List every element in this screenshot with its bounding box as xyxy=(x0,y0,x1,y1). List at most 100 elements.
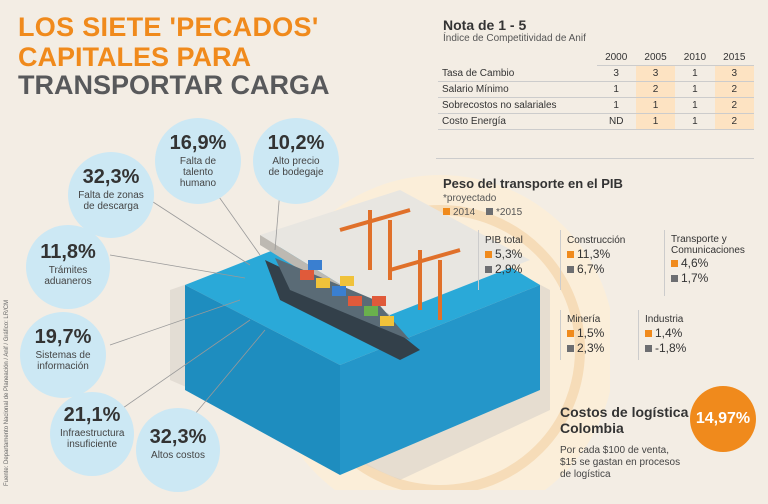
sin-bodegaje: 10,2% Alto precio de bodegaje xyxy=(253,118,339,204)
divider xyxy=(436,158,754,159)
sin-costos: 32,3% Altos costos xyxy=(136,408,220,492)
sin-bodegaje-value: 10,2% xyxy=(267,132,325,154)
pib-value-2014: 5,3% xyxy=(495,247,523,261)
nota-subtitle: Índice de Competitividad de Anif xyxy=(443,33,586,44)
nota-cell: 2 xyxy=(714,97,754,114)
legend-2014: 2014 xyxy=(453,207,476,218)
nota-cell: 2 xyxy=(714,81,754,98)
title-line-2: CAPITALES PARA xyxy=(18,42,252,72)
logistica-title: Costos de logística Colombia xyxy=(560,404,689,436)
pib-value-2014: 4,6% xyxy=(681,256,709,270)
swatch-2014 xyxy=(567,330,574,337)
pib-item-name: PIB total xyxy=(485,235,523,246)
nota-year: 2005 xyxy=(635,50,676,66)
swatch-2015 xyxy=(645,345,652,352)
sin-talento: 16,9% Falta de talento humano xyxy=(155,118,241,204)
source-note: Fuente: Departamento Nacional de Planeac… xyxy=(0,300,12,490)
nota-header-row: 2000 2005 2010 2015 xyxy=(438,50,754,66)
nota-cell: 1 xyxy=(635,97,676,114)
pib-legend: 2014 *2015 xyxy=(443,207,522,218)
nota-cell: 1 xyxy=(675,113,715,130)
swatch-2015 xyxy=(567,345,574,352)
nota-year: 2010 xyxy=(675,50,715,66)
containers xyxy=(300,260,394,326)
sin-tramites-value: 11,8% xyxy=(40,241,96,263)
divider xyxy=(664,230,665,296)
table-row: Salario Mínimo 1 2 1 2 xyxy=(438,81,754,98)
sin-descarga-value: 32,3% xyxy=(82,166,140,188)
nota-year: 2000 xyxy=(596,50,636,66)
sin-infraestructura: 21,1% Infraestructura insuficiente xyxy=(50,392,134,476)
pib-item-transporte: Transporte y Comunicaciones 4,6% 1,7% xyxy=(671,234,763,286)
sin-tramites: 11,8% Trámites aduaneros xyxy=(26,225,110,309)
table-row: Sobrecostos no salariales 1 1 1 2 xyxy=(438,97,754,114)
source-text: Fuente: Departamento Nacional de Planeac… xyxy=(4,299,10,486)
pib-value-2015: 6,7% xyxy=(577,262,605,276)
sin-sistemas-value: 19,7% xyxy=(34,326,92,348)
pib-value-2015: 1,7% xyxy=(681,271,709,285)
nota-cell: 1 xyxy=(675,65,715,82)
title-line-1: LOS SIETE 'PECADOS' xyxy=(18,12,319,42)
nota-row-label: Costo Energía xyxy=(438,113,597,130)
pib-item-mineria: Minería 1,5% 2,3% xyxy=(567,313,604,356)
sin-descarga: 32,3% Falta de zonas de descarga xyxy=(68,152,154,238)
water-front-right xyxy=(340,285,540,475)
sin-sistemas: 19,7% Sistemas de información xyxy=(20,312,106,398)
water-front-left xyxy=(185,285,340,475)
nota-cell: 1 xyxy=(596,97,636,114)
swatch-2015 xyxy=(671,275,678,282)
nota-cell: 1 xyxy=(675,81,715,98)
nota-cell: 2 xyxy=(714,113,754,130)
nota-year: 2015 xyxy=(714,50,754,66)
nota-cell: 3 xyxy=(596,65,636,82)
pib-value-2014: 1,5% xyxy=(577,326,605,340)
cranes xyxy=(339,208,461,320)
divider xyxy=(478,230,479,290)
nota-cell: 1 xyxy=(675,97,715,114)
pib-value-2015: 2,3% xyxy=(577,341,605,355)
nota-cell: 3 xyxy=(714,65,754,82)
nota-row-label: Sobrecostos no salariales xyxy=(438,97,597,114)
sin-descarga-label: Falta de zonas de descarga xyxy=(78,190,144,212)
dock xyxy=(260,190,530,315)
pib-item-name: Industria xyxy=(645,314,684,325)
pib-value-2015: -1,8% xyxy=(655,341,687,355)
legend-swatch-2015 xyxy=(486,208,494,215)
nota-cell: 2 xyxy=(635,81,676,98)
pib-value-2015: 2,9% xyxy=(495,262,523,276)
nota-title: Nota de 1 - 5 xyxy=(443,17,527,33)
swatch-2014 xyxy=(645,330,652,337)
swatch-2014 xyxy=(671,260,678,267)
divider xyxy=(560,230,561,290)
divider xyxy=(638,310,639,360)
pib-item-name: Construcción xyxy=(567,235,626,246)
legend-2015: *2015 xyxy=(496,207,523,218)
pib-item-name: Minería xyxy=(567,314,601,325)
nota-cell: 1 xyxy=(635,113,676,130)
swatch-2014 xyxy=(485,251,492,258)
legend-swatch-2014 xyxy=(443,208,450,215)
sin-costos-value: 32,3% xyxy=(149,426,207,448)
sin-tramites-label: Trámites aduaneros xyxy=(44,265,92,287)
pib-item-name: Transporte y Comunicaciones xyxy=(671,234,745,256)
sin-costos-label: Altos costos xyxy=(151,450,205,461)
table-row: Tasa de Cambio 3 3 1 3 xyxy=(438,65,754,82)
sin-infraestructura-value: 21,1% xyxy=(63,404,121,426)
pib-item-industria: Industria 1,4% -1,8% xyxy=(645,313,686,356)
swatch-2014 xyxy=(567,251,574,258)
sin-sistemas-label: Sistemas de información xyxy=(35,350,91,372)
pib-value-2014: 1,4% xyxy=(655,326,683,340)
divider xyxy=(560,310,561,360)
sin-bodegaje-label: Alto precio de bodegaje xyxy=(268,156,324,178)
nota-cell: ND xyxy=(596,113,636,130)
sin-talento-value: 16,9% xyxy=(169,132,227,154)
nota-row-label: Salario Mínimo xyxy=(438,81,597,98)
nota-cell: 1 xyxy=(596,81,636,98)
nota-table: 2000 2005 2010 2015 Tasa de Cambio 3 3 1… xyxy=(438,50,754,130)
table-row: Costo Energía ND 1 1 2 xyxy=(438,113,754,130)
swatch-2015 xyxy=(485,266,492,273)
pib-item-total: PIB total 5,3% 2,9% xyxy=(485,234,523,277)
swatch-2015 xyxy=(567,266,574,273)
pib-value-2014: 11,3% xyxy=(577,247,611,261)
sin-infraestructura-label: Infraestructura insuficiente xyxy=(60,428,125,450)
